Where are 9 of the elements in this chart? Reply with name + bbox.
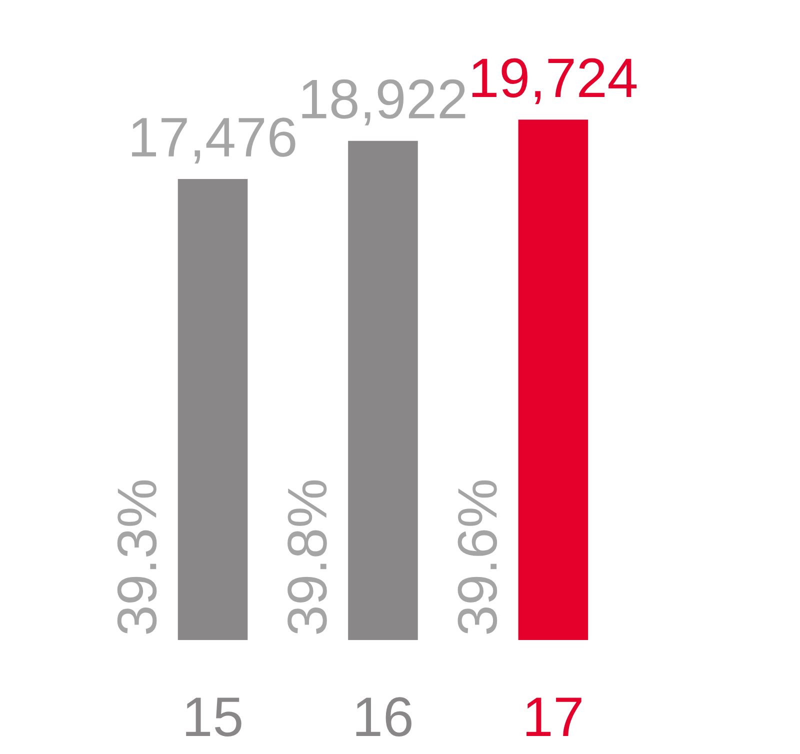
x-tick-label: 17 <box>526 698 582 736</box>
annotation: 39.3% <box>117 480 157 634</box>
x-tick-label: 15 <box>186 698 242 737</box>
x-tick-label: 16 <box>356 697 412 737</box>
annotation: 39.8% <box>288 480 327 634</box>
data-label: 19,724 <box>472 58 637 104</box>
data-label: 18,922 <box>302 79 466 126</box>
annotation: 39.6% <box>458 480 498 634</box>
data-label: 17,476 <box>132 118 296 164</box>
